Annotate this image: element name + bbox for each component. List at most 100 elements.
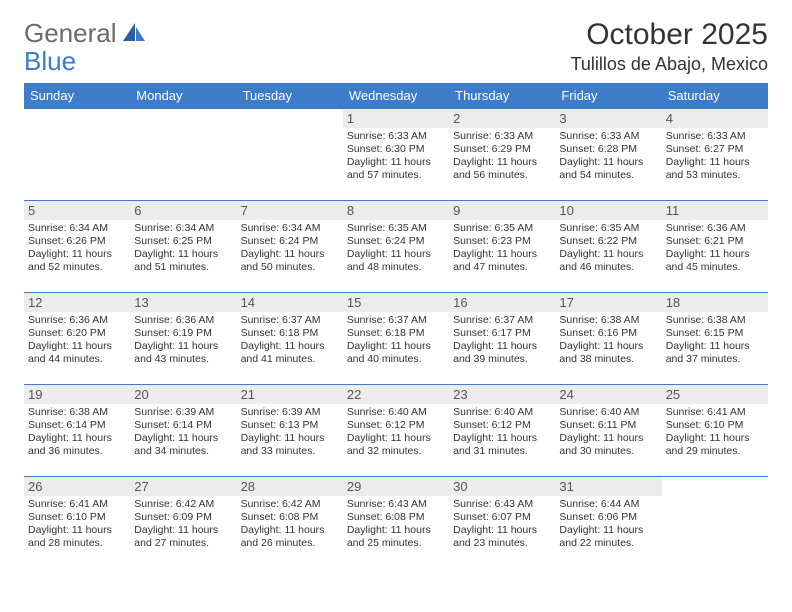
day-info: Sunrise: 6:37 AMSunset: 6:18 PMDaylight:… [241,314,339,367]
calendar-cell: 10Sunrise: 6:35 AMSunset: 6:22 PMDayligh… [555,201,661,293]
info-line: Sunset: 6:10 PM [666,419,764,432]
info-line: and 25 minutes. [347,537,445,550]
info-line: Sunrise: 6:37 AM [241,314,339,327]
info-line: and 29 minutes. [666,445,764,458]
day-info: Sunrise: 6:44 AMSunset: 6:06 PMDaylight:… [559,498,657,551]
weekday-header: Sunday [24,83,130,109]
day-info: Sunrise: 6:43 AMSunset: 6:07 PMDaylight:… [453,498,551,551]
info-line: Sunrise: 6:44 AM [559,498,657,511]
info-line: Sunset: 6:14 PM [28,419,126,432]
calendar-cell: 4Sunrise: 6:33 AMSunset: 6:27 PMDaylight… [662,109,768,201]
calendar-cell [662,477,768,569]
calendar-cell: 5Sunrise: 6:34 AMSunset: 6:26 PMDaylight… [24,201,130,293]
day-info: Sunrise: 6:33 AMSunset: 6:27 PMDaylight:… [666,130,764,183]
info-line: Sunset: 6:18 PM [347,327,445,340]
calendar-week: 1Sunrise: 6:33 AMSunset: 6:30 PMDaylight… [24,109,768,201]
info-line: Sunset: 6:20 PM [28,327,126,340]
info-line: and 54 minutes. [559,169,657,182]
calendar-cell: 30Sunrise: 6:43 AMSunset: 6:07 PMDayligh… [449,477,555,569]
info-line: and 26 minutes. [241,537,339,550]
info-line: and 56 minutes. [453,169,551,182]
day-info: Sunrise: 6:33 AMSunset: 6:29 PMDaylight:… [453,130,551,183]
day-info: Sunrise: 6:40 AMSunset: 6:11 PMDaylight:… [559,406,657,459]
day-number: 18 [662,293,768,312]
title-block: October 2025 Tulillos de Abajo, Mexico [571,18,768,75]
calendar-cell: 12Sunrise: 6:36 AMSunset: 6:20 PMDayligh… [24,293,130,385]
info-line: and 51 minutes. [134,261,232,274]
info-line: Sunrise: 6:43 AM [347,498,445,511]
info-line: Sunset: 6:12 PM [347,419,445,432]
calendar-cell: 8Sunrise: 6:35 AMSunset: 6:24 PMDaylight… [343,201,449,293]
info-line: Sunset: 6:26 PM [28,235,126,248]
info-line: and 36 minutes. [28,445,126,458]
day-info: Sunrise: 6:35 AMSunset: 6:24 PMDaylight:… [347,222,445,275]
day-number: 31 [555,477,661,496]
info-line: Sunset: 6:28 PM [559,143,657,156]
calendar-week: 12Sunrise: 6:36 AMSunset: 6:20 PMDayligh… [24,293,768,385]
day-info: Sunrise: 6:36 AMSunset: 6:20 PMDaylight:… [28,314,126,367]
calendar-cell: 15Sunrise: 6:37 AMSunset: 6:18 PMDayligh… [343,293,449,385]
info-line: Sunset: 6:18 PM [241,327,339,340]
info-line: Sunset: 6:22 PM [559,235,657,248]
day-info: Sunrise: 6:39 AMSunset: 6:13 PMDaylight:… [241,406,339,459]
info-line: Sunrise: 6:38 AM [559,314,657,327]
brand-part2: Blue [24,46,76,77]
info-line: Daylight: 11 hours [241,340,339,353]
info-line: Daylight: 11 hours [241,248,339,261]
day-info: Sunrise: 6:40 AMSunset: 6:12 PMDaylight:… [453,406,551,459]
weekday-header: Tuesday [237,83,343,109]
info-line: Sunset: 6:24 PM [241,235,339,248]
sail-icon [121,21,147,43]
info-line: Sunrise: 6:38 AM [666,314,764,327]
day-number: 13 [130,293,236,312]
calendar-cell: 1Sunrise: 6:33 AMSunset: 6:30 PMDaylight… [343,109,449,201]
day-info: Sunrise: 6:38 AMSunset: 6:15 PMDaylight:… [666,314,764,367]
info-line: and 47 minutes. [453,261,551,274]
day-number: 2 [449,109,555,128]
info-line: Sunset: 6:24 PM [347,235,445,248]
weekday-header: Friday [555,83,661,109]
info-line: Sunset: 6:16 PM [559,327,657,340]
day-number: 9 [449,201,555,220]
day-number: 1 [343,109,449,128]
info-line: Sunset: 6:14 PM [134,419,232,432]
day-number: 7 [237,201,343,220]
info-line: Sunset: 6:23 PM [453,235,551,248]
info-line: Sunrise: 6:35 AM [453,222,551,235]
info-line: Daylight: 11 hours [347,340,445,353]
info-line: and 39 minutes. [453,353,551,366]
calendar-cell: 18 Sunrise: 6:38 AMSunset: 6:15 PMDayligh… [662,293,768,385]
day-info: Sunrise: 6:34 AMSunset: 6:24 PMDaylight:… [241,222,339,275]
day-info: Sunrise: 6:36 AMSunset: 6:19 PMDaylight:… [134,314,232,367]
calendar-cell: 6Sunrise: 6:34 AMSunset: 6:25 PMDaylight… [130,201,236,293]
calendar-cell: 7 Sunrise: 6:34 AMSunset: 6:24 PMDaylight… [237,201,343,293]
header: General October 2025 Tulillos de Abajo, … [24,18,768,75]
info-line: Daylight: 11 hours [666,248,764,261]
info-line: Daylight: 11 hours [453,524,551,537]
calendar-cell: 16Sunrise: 6:37 AMSunset: 6:17 PMDayligh… [449,293,555,385]
info-line: Daylight: 11 hours [559,248,657,261]
day-number: 14 [237,293,343,312]
info-line: Sunrise: 6:36 AM [666,222,764,235]
info-line: Sunset: 6:17 PM [453,327,551,340]
info-line: Daylight: 11 hours [559,432,657,445]
brand-logo: General [24,18,149,49]
calendar-table: SundayMondayTuesdayWednesdayThursdayFrid… [24,83,768,569]
info-line: Daylight: 11 hours [134,432,232,445]
info-line: and 40 minutes. [347,353,445,366]
day-number: 15 [343,293,449,312]
info-line: Daylight: 11 hours [347,156,445,169]
info-line: Daylight: 11 hours [241,524,339,537]
weekday-header: Monday [130,83,236,109]
info-line: Sunrise: 6:33 AM [666,130,764,143]
info-line: Daylight: 11 hours [347,248,445,261]
info-line: Daylight: 11 hours [347,432,445,445]
calendar-cell: 9Sunrise: 6:35 AMSunset: 6:23 PMDaylight… [449,201,555,293]
info-line: Sunrise: 6:36 AM [28,314,126,327]
info-line: Daylight: 11 hours [453,432,551,445]
calendar-cell: 31 Sunrise: 6:44 AMSunset: 6:06 PMDayligh… [555,477,661,569]
calendar-cell: 17Sunrise: 6:38 AMSunset: 6:16 PMDayligh… [555,293,661,385]
day-info: Sunrise: 6:35 AMSunset: 6:22 PMDaylight:… [559,222,657,275]
info-line: and 33 minutes. [241,445,339,458]
info-line: Daylight: 11 hours [134,524,232,537]
